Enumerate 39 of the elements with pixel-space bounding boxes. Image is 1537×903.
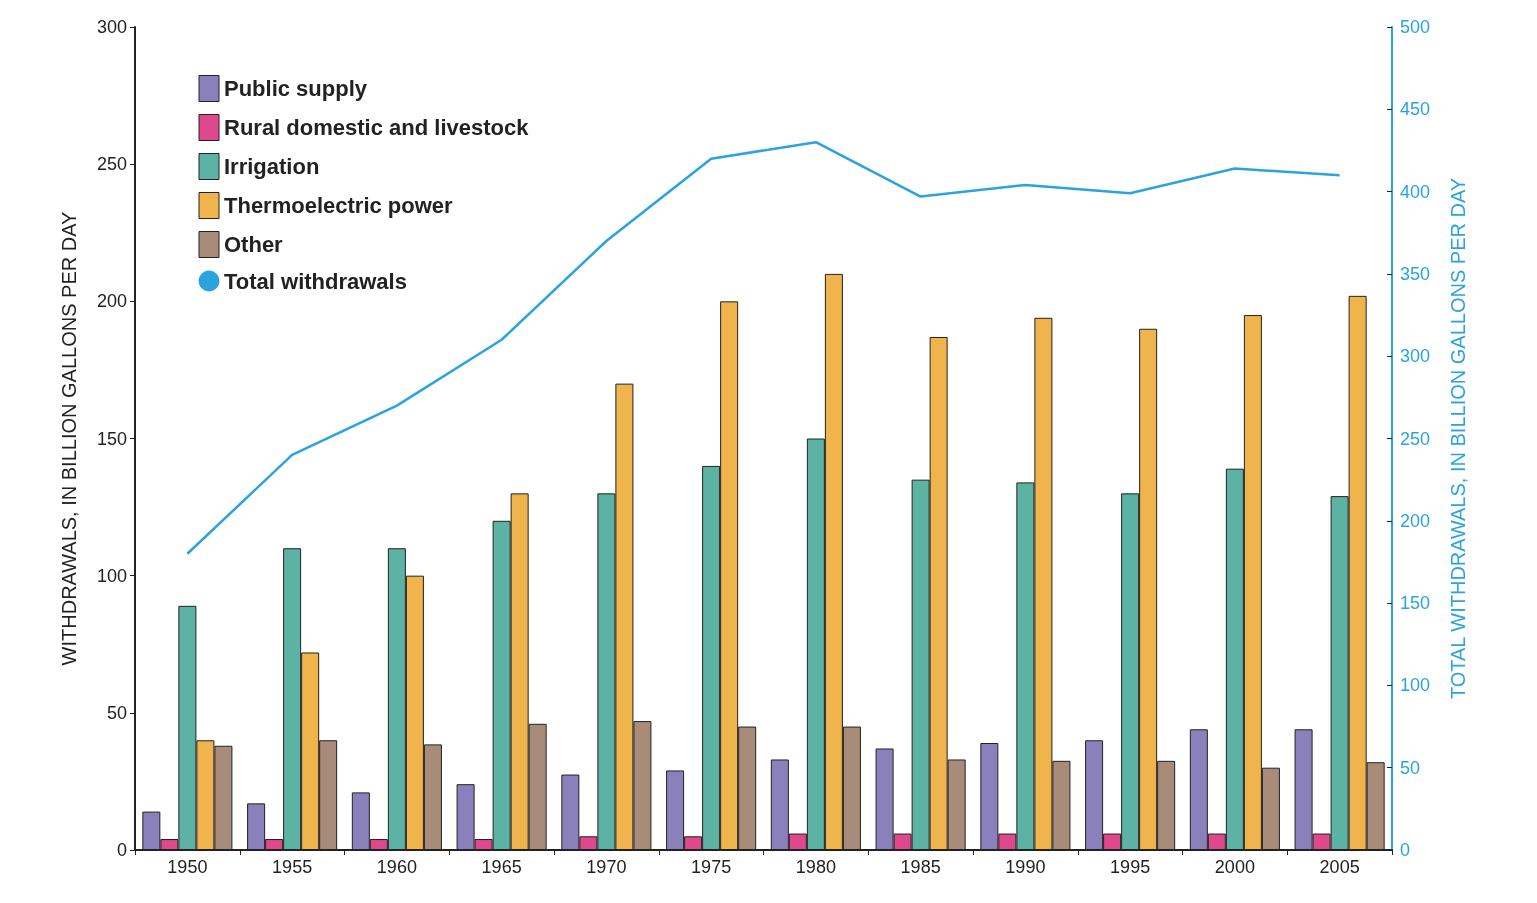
- y2-tick-label: 150: [1400, 593, 1431, 614]
- y2-tick-label: 0: [1400, 840, 1411, 860]
- y-tick-label: 0: [116, 840, 127, 860]
- y-axis-title: WITHDRAWALS, IN BILLION GALLONS PER DAY: [58, 211, 80, 666]
- legend-label: Other: [224, 232, 284, 257]
- y2-tick-label: 350: [1400, 263, 1431, 284]
- x-tick-label: 1970: [586, 857, 627, 877]
- y2-tick-label: 500: [1400, 17, 1431, 37]
- y2-tick-label: 200: [1400, 510, 1431, 531]
- y-tick-label: 200: [96, 291, 127, 312]
- y2-tick-label: 300: [1400, 346, 1431, 367]
- x-tick-label: 1950: [167, 857, 208, 877]
- x-tick-label: 1955: [272, 857, 313, 877]
- x-tick-label: 1965: [481, 857, 522, 877]
- x-tick-label: 2005: [1319, 857, 1360, 877]
- y-tick-label: 100: [96, 565, 127, 586]
- y2-tick-label: 100: [1400, 675, 1431, 696]
- y2-tick-label: 50: [1400, 757, 1421, 778]
- legend-label: Public supply: [224, 76, 368, 101]
- x-tick-label: 1990: [1005, 857, 1046, 877]
- x-tick-label: 1980: [795, 857, 836, 877]
- legend-label: Total withdrawals: [224, 268, 407, 294]
- legend-label: Thermoelectric power: [224, 193, 454, 218]
- x-tick-label: 1995: [1110, 857, 1151, 877]
- y2-tick-label: 450: [1400, 99, 1431, 120]
- y-tick-label: 300: [96, 17, 127, 37]
- x-tick-label: 1985: [900, 857, 941, 877]
- y-tick-label: 150: [96, 428, 127, 449]
- x-tick-label: 1960: [376, 857, 417, 877]
- y2-tick-label: 400: [1400, 181, 1431, 202]
- y-tick-label: 50: [106, 702, 127, 723]
- y2-tick-label: 250: [1400, 428, 1431, 449]
- y-tick-label: 250: [96, 154, 127, 175]
- x-tick-label: 1975: [691, 857, 732, 877]
- y2-axis-title: TOTAL WITHDRAWALS, IN BILLION GALLONS PER DAY: [1447, 177, 1469, 700]
- x-tick-label: 2000: [1214, 857, 1255, 877]
- legend-label: Rural domestic and livestock: [224, 115, 530, 140]
- line-series: [186, 140, 1341, 555]
- legend-label: Irrigation: [224, 154, 320, 179]
